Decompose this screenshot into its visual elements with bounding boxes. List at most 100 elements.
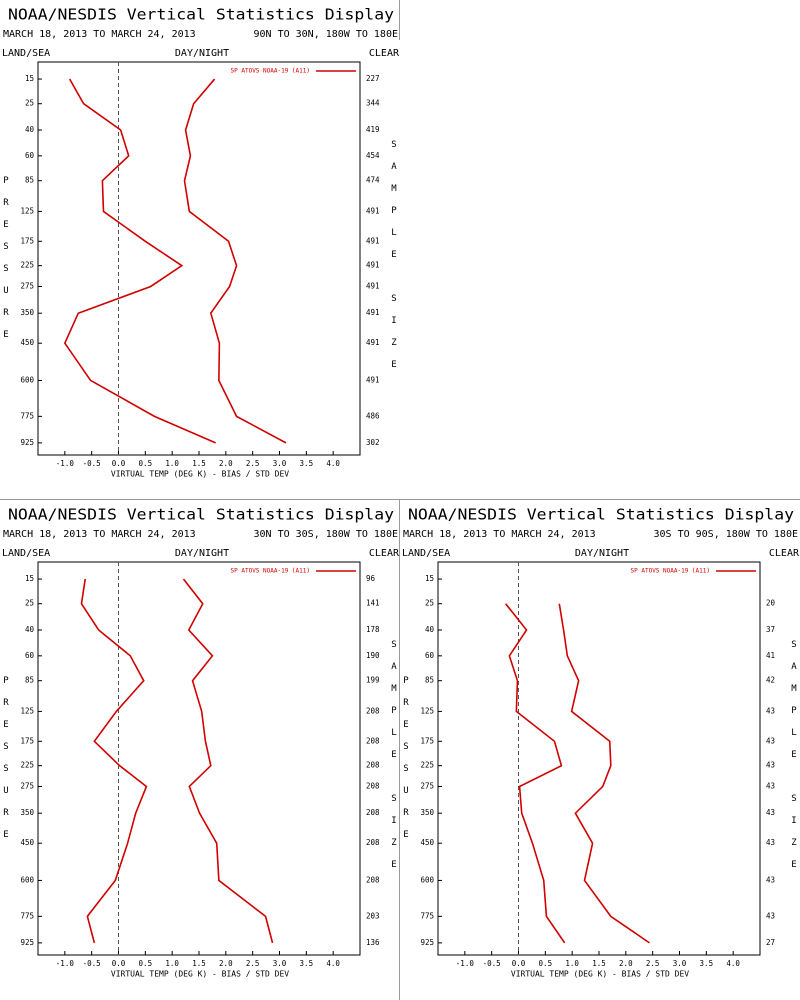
legend-label: SP ATOVS NOAA-19 (A11) [231, 568, 310, 575]
sample-size: 344 [366, 99, 380, 108]
y-tick-label: 125 [20, 706, 34, 715]
subtitle: MARCH 18, 2013 TO MARCH 24, 2013 [3, 529, 196, 540]
sample-size: 43 [766, 736, 775, 745]
x-tick-label: 2.0 [619, 959, 633, 968]
sample-size: 486 [366, 411, 380, 420]
y-tick-label: 925 [20, 938, 34, 947]
x-tick-label: 3.5 [300, 459, 314, 468]
sample-size: 491 [366, 375, 380, 384]
x-tick-label: 0.5 [139, 959, 153, 968]
subtitle: MARCH 18, 2013 TO MARCH 24, 2013 [3, 29, 196, 40]
x-tick-label: 0.5 [539, 959, 553, 968]
y-tick-label: 15 [425, 574, 434, 583]
series-line [80, 578, 148, 944]
sample-size: 43 [766, 911, 775, 920]
plot-frame [37, 61, 361, 456]
region: 90N TO 30N, 180W TO 180E [254, 29, 399, 40]
legend-label: SP ATOVS NOAA-19 (A11) [631, 568, 710, 575]
x-tick-label: 3.5 [700, 959, 714, 968]
x-tick-label: 4.0 [326, 959, 340, 968]
sample-size: 43 [766, 838, 775, 847]
x-tick-label: -1.0 [456, 959, 475, 968]
y-tick-label: 85 [425, 676, 434, 685]
x-tick-label: 1.0 [165, 959, 179, 968]
divider [0, 499, 800, 500]
y-tick-label: 600 [420, 875, 434, 884]
y-tick-label: 225 [20, 261, 34, 270]
sample-size: 454 [366, 151, 380, 160]
x-tick-label: 3.0 [273, 459, 287, 468]
x-axis-label: VIRTUAL TEMP (DEG K) - BIAS / STD DEV [511, 970, 689, 979]
x-tick-label: 2.0 [219, 459, 233, 468]
y-axis-label: PRESSURE [1, 176, 11, 352]
y-tick-label: 85 [25, 676, 34, 685]
sample-size: 20 [766, 599, 776, 608]
divider [399, 500, 400, 1000]
sample-size: 474 [366, 176, 380, 185]
sample-size: 43 [766, 761, 775, 770]
y-tick-label: 60 [25, 151, 35, 160]
subtitle: MARCH 18, 2013 TO MARCH 24, 2013 [403, 529, 596, 540]
divider [399, 0, 400, 40]
x-tick-label: 1.0 [565, 959, 579, 968]
y-tick-label: 125 [420, 706, 434, 715]
y-tick-label: 350 [420, 808, 434, 817]
y-tick-label: 775 [20, 411, 34, 420]
x-tick-label: 1.0 [165, 459, 179, 468]
sample-size: 302 [366, 438, 380, 447]
chart-title: NOAA/NESDIS Vertical Statistics Display [8, 6, 394, 24]
y-tick-label: 125 [20, 206, 34, 215]
y-tick-label: 275 [20, 781, 34, 790]
sample-size: 27 [766, 938, 775, 947]
chart-panel: NOAA/NESDIS Vertical Statistics Display M… [401, 506, 800, 979]
sample-size: 208 [366, 736, 380, 745]
y-tick-label: 775 [20, 911, 34, 920]
sample-size: 491 [366, 338, 380, 347]
sample-size: 208 [366, 761, 380, 770]
sample-size: 208 [366, 781, 380, 790]
sample-size: 190 [366, 651, 380, 660]
sample-size: 491 [366, 308, 380, 317]
series-line [63, 78, 216, 444]
plot-frame [437, 561, 761, 956]
y-tick-label: 25 [425, 599, 434, 608]
center-header: DAY/NIGHT [575, 548, 629, 559]
x-axis-label: VIRTUAL TEMP (DEG K) - BIAS / STD DEV [111, 970, 289, 979]
sample-size: 208 [366, 875, 380, 884]
y-tick-label: 350 [20, 808, 34, 817]
sample-size: 136 [366, 938, 380, 947]
y2-axis-label: SAMPLE SIZE [789, 640, 799, 882]
left-header: LAND/SEA [402, 548, 450, 559]
y-tick-label: 175 [20, 736, 34, 745]
sample-size: 43 [766, 875, 775, 884]
sample-size: 419 [366, 125, 380, 134]
y-tick-label: 450 [420, 838, 434, 847]
x-tick-label: 2.0 [219, 959, 233, 968]
chart-title: NOAA/NESDIS Vertical Statistics Display [8, 506, 394, 524]
sample-size: 227 [366, 74, 380, 83]
center-header: DAY/NIGHT [175, 548, 229, 559]
y-tick-label: 350 [20, 308, 34, 317]
x-tick-label: 2.5 [646, 959, 660, 968]
y-tick-label: 275 [420, 781, 434, 790]
x-tick-label: 2.5 [246, 959, 260, 968]
x-tick-label: -1.0 [56, 959, 75, 968]
x-tick-label: 0.0 [112, 459, 126, 468]
left-header: LAND/SEA [2, 548, 50, 559]
sample-size: 43 [766, 808, 775, 817]
sample-size: 208 [366, 706, 380, 715]
chart-title: NOAA/NESDIS Vertical Statistics Display [408, 506, 794, 524]
sample-size: 96 [366, 574, 376, 583]
x-tick-label: -1.0 [56, 459, 75, 468]
y-tick-label: 450 [20, 338, 34, 347]
region: 30S TO 90S, 180W TO 180E [654, 529, 799, 540]
plot-frame [37, 561, 361, 956]
y-tick-label: 225 [420, 761, 434, 770]
y-tick-label: 15 [25, 574, 34, 583]
sample-size: 208 [366, 808, 380, 817]
y-axis-label: PRESSURE [401, 676, 411, 852]
sample-size: 199 [366, 676, 380, 685]
series-line [182, 578, 274, 944]
sample-size: 42 [766, 676, 775, 685]
